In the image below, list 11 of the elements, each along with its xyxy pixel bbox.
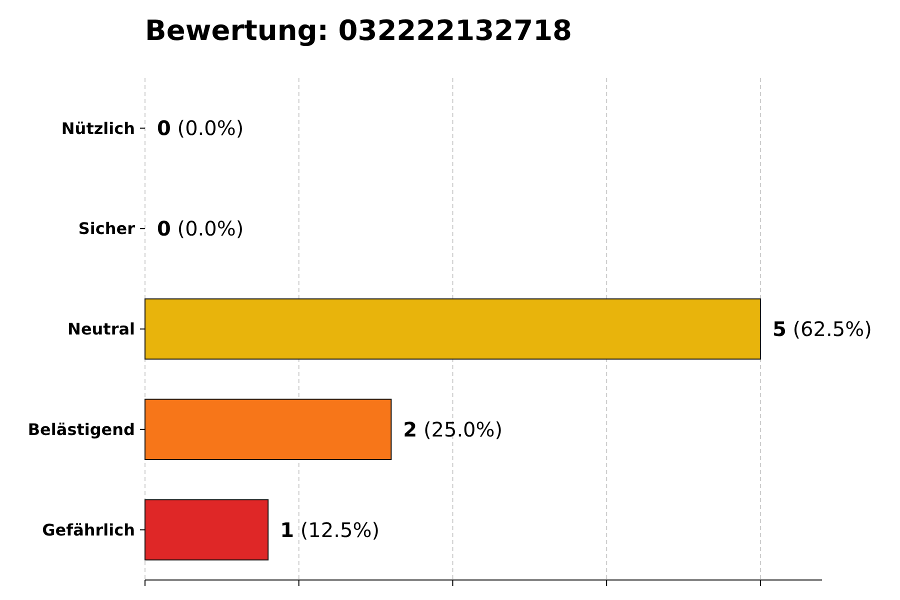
y-tick-label: Belästigend <box>28 420 135 439</box>
data-label: 0 (0.0%) <box>157 116 244 140</box>
y-tick-label: Gefährlich <box>42 520 135 540</box>
y-tick-label: Neutral <box>68 320 135 339</box>
data-label: 5 (62.5%) <box>772 317 872 341</box>
y-tick-label: Nützlich <box>61 118 135 138</box>
chart-title: Bewertung: 032222132718 <box>145 14 572 47</box>
data-label: 1 (12.5%) <box>280 518 380 542</box>
data-label: 2 (25.0%) <box>403 417 503 442</box>
y-tick-label: Sicher <box>78 219 136 238</box>
data-label: 0 (0.0%) <box>157 216 244 241</box>
